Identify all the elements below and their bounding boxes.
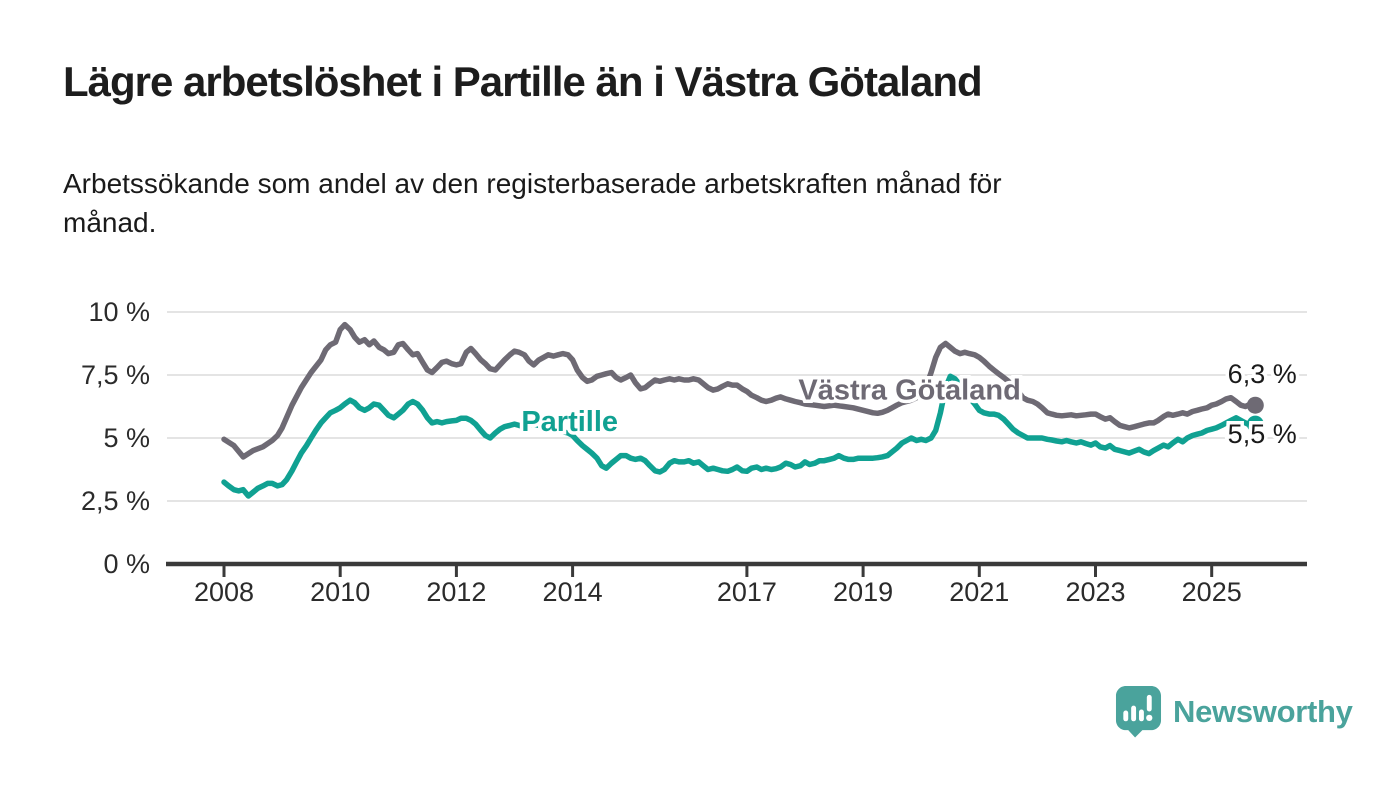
series-end-dot-vastra-gotaland	[1246, 396, 1264, 414]
x-tick-label: 2008	[194, 577, 254, 607]
x-tick-label: 2025	[1182, 577, 1242, 607]
x-tick-label: 2017	[717, 577, 777, 607]
end-value-label-vastra-gotaland: 6,3 %	[1228, 359, 1297, 389]
x-tick-label: 2014	[543, 577, 603, 607]
page-subtitle: Arbetssökande som andel av den registerb…	[63, 168, 1002, 239]
newsworthy-logo[interactable]: Newsworthy	[1115, 685, 1353, 738]
x-tick-label: 2010	[310, 577, 370, 607]
y-tick-label: 0 %	[103, 549, 150, 579]
y-tick-label: 10 %	[88, 297, 150, 327]
series-line-vastra-gotaland	[221, 321, 1259, 460]
end-value-label-partille: 5,5 %	[1228, 419, 1297, 449]
y-tick-label: 7,5 %	[81, 360, 150, 390]
newsworthy-icon	[1115, 686, 1162, 738]
page-title: Lägre arbetslöshet i Partille än i Västr…	[63, 58, 983, 105]
series-line-partille	[221, 373, 1259, 499]
x-tick-label: 2012	[426, 577, 486, 607]
series-end-dot-partille	[1246, 415, 1264, 433]
x-tick-label: 2019	[833, 577, 893, 607]
series-label-vastra-gotaland: Västra Götaland	[798, 375, 1020, 407]
newsworthy-wordmark: Newsworthy	[1173, 693, 1353, 729]
x-tick-label: 2021	[949, 577, 1009, 607]
y-tick-label: 2,5 %	[81, 486, 150, 516]
x-tick-label: 2023	[1065, 577, 1125, 607]
y-tick-label: 5 %	[103, 423, 150, 453]
series-label-partille: Partille	[521, 406, 618, 438]
